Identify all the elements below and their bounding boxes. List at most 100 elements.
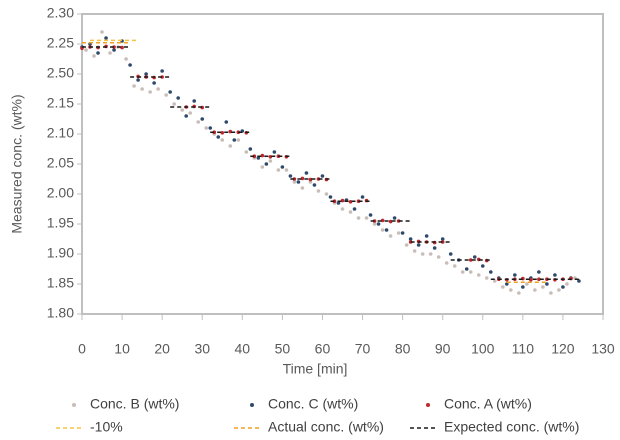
data-point (376, 222, 381, 226)
data-point (300, 176, 305, 181)
data-point (120, 45, 124, 50)
data-point (320, 174, 325, 178)
data-point (432, 246, 437, 250)
plot-area (80, 30, 581, 295)
data-point (228, 129, 233, 134)
data-point (104, 36, 108, 40)
data-point (368, 213, 373, 217)
x-tick-label: 50 (275, 341, 291, 357)
data-point (260, 153, 265, 158)
data-point (296, 180, 301, 184)
x-tick-label: 120 (551, 341, 575, 357)
y-tick-label: 1.85 (47, 275, 74, 291)
data-point (533, 288, 537, 292)
data-point (220, 131, 225, 135)
data-point (276, 168, 281, 172)
data-point (140, 87, 144, 91)
data-point (244, 150, 249, 154)
data-point (505, 282, 509, 286)
data-point (84, 48, 88, 52)
legend-label: Expected conc. (wt%) (444, 419, 579, 435)
data-point (156, 87, 160, 91)
data-point (488, 270, 493, 274)
data-point (440, 237, 445, 241)
data-point (176, 96, 180, 100)
data-point (561, 285, 565, 289)
legend-label: Conc. C (wt%) (268, 396, 358, 412)
data-point (392, 216, 397, 220)
x-tick-label: 10 (114, 341, 130, 357)
x-tick-label: 70 (355, 341, 371, 357)
legend-marker (250, 403, 254, 407)
data-line (82, 42, 547, 283)
data-point (336, 201, 341, 205)
data-point (92, 54, 96, 58)
data-point (472, 255, 477, 259)
data-point (372, 222, 377, 226)
legend-label: Conc. A (wt%) (444, 396, 532, 412)
x-tick-label: 130 (591, 341, 615, 357)
data-point (404, 243, 409, 247)
data-point (509, 288, 513, 292)
data-point (388, 219, 393, 224)
data-point (529, 278, 533, 282)
data-point (557, 288, 561, 292)
data-point (452, 264, 457, 268)
data-point (565, 282, 569, 286)
data-point (364, 216, 369, 220)
legend-marker (426, 403, 430, 407)
x-tick-label: 0 (78, 341, 86, 357)
data-point (252, 154, 257, 158)
plot-frame (81, 13, 604, 315)
data-point (577, 279, 581, 283)
data-point (380, 228, 385, 232)
data-point (200, 117, 205, 121)
data-point (316, 189, 321, 193)
data-point (304, 171, 309, 175)
x-tick-label: 80 (395, 341, 411, 357)
data-point (412, 249, 417, 253)
data-point (112, 48, 116, 52)
data-point (541, 285, 545, 289)
data-point (112, 45, 116, 49)
data-point (525, 282, 529, 286)
data-point (436, 255, 441, 259)
data-point (517, 291, 521, 295)
data-point (420, 252, 425, 256)
y-tick-label: 2.05 (47, 155, 74, 171)
data-point (360, 195, 365, 199)
data-line (82, 46, 579, 280)
data-point (440, 240, 445, 244)
data-point (264, 162, 269, 166)
data-point (348, 200, 353, 204)
data-point (408, 237, 413, 241)
data-point (188, 111, 193, 115)
y-tick-label: 2.25 (47, 35, 74, 51)
x-tick-label: 40 (235, 341, 251, 357)
data-point (132, 84, 136, 88)
data-point (492, 279, 497, 283)
data-point (144, 72, 148, 76)
data-point (196, 120, 201, 124)
y-tick-label: 2.30 (47, 5, 74, 21)
data-point (164, 93, 168, 97)
data-point (220, 138, 225, 142)
y-tick-label: 1.80 (47, 305, 74, 321)
legend-marker (72, 403, 76, 407)
data-point (180, 108, 184, 112)
data-point (513, 273, 517, 277)
legend-label: Actual conc. (wt%) (268, 419, 384, 435)
data-point (256, 156, 261, 160)
data-point (380, 218, 385, 223)
data-point (96, 51, 100, 55)
data-point (324, 192, 329, 196)
data-point (428, 252, 433, 256)
legend-label: Conc. B (wt%) (90, 396, 179, 412)
data-point (260, 165, 265, 169)
y-tick-label: 1.95 (47, 215, 74, 231)
data-point (280, 165, 285, 169)
data-point (545, 282, 549, 286)
data-point (136, 78, 140, 82)
data-point (348, 210, 353, 214)
